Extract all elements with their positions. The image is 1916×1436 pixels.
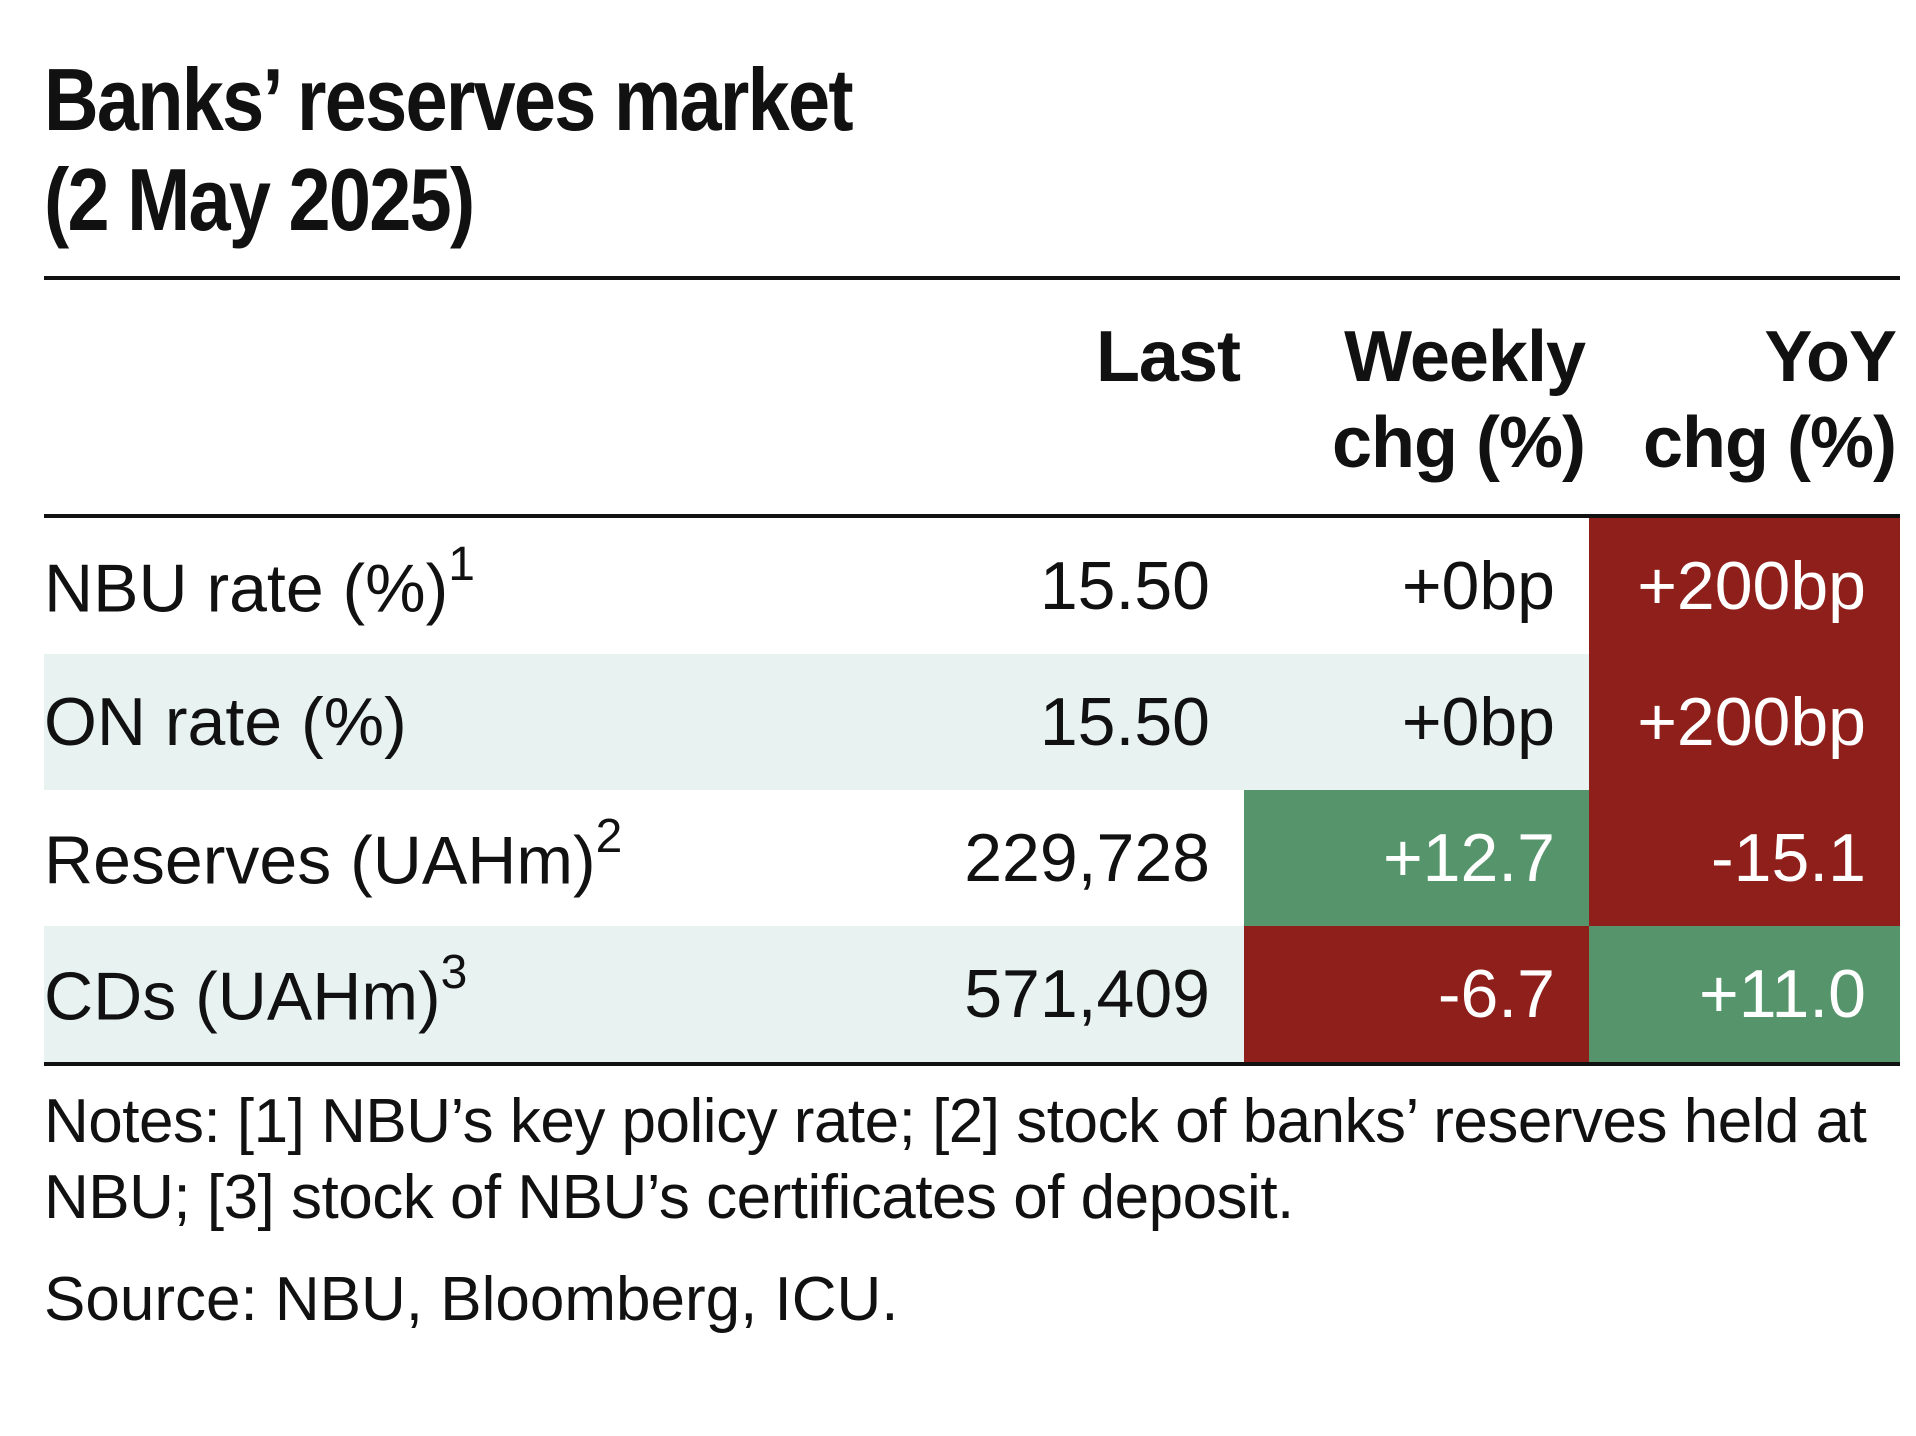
table-figure: Banks’ reserves market (2 May 2025) Last… — [44, 50, 1900, 1338]
cell-yoy: +11.0 — [1589, 926, 1900, 1062]
header-row: Last Weekly chg (%) YoY chg (%) — [44, 280, 1900, 514]
title-line-1: Banks’ reserves market — [44, 50, 854, 149]
cell-last: 229,728 — [964, 820, 1210, 896]
row-label: NBU rate (%)1 — [44, 537, 475, 627]
top-rule — [44, 276, 1900, 280]
header-weekly: Weekly chg (%) — [1332, 317, 1586, 483]
cell-yoy: -15.1 — [1589, 790, 1900, 926]
table-row-nbu-rate: NBU rate (%)1 15.50 +0bp +200bp — [44, 518, 1900, 654]
table-source: Source: NBU, Bloomberg, ICU. — [44, 1265, 899, 1334]
table-row-reserves: Reserves (UAHm)2 229,728 +12.7 -15.1 — [44, 790, 1900, 926]
table-row-cds: CDs (UAHm)3 571,409 -6.7 +11.0 — [44, 926, 1900, 1062]
figure-title: Banks’ reserves market (2 May 2025) — [44, 50, 1640, 250]
row-label: Reserves (UAHm)2 — [44, 809, 623, 899]
cell-yoy: +200bp — [1589, 518, 1900, 654]
cell-last: 15.50 — [1039, 548, 1210, 624]
cell-weekly: +12.7 — [1244, 790, 1589, 926]
cell-weekly: +0bp — [1244, 654, 1589, 790]
row-label: ON rate (%) — [44, 654, 904, 790]
table-notes: Notes: [1] NBU’s key policy rate; [2] st… — [44, 1087, 1867, 1232]
header-empty — [44, 280, 904, 514]
cell-weekly: +0bp — [1401, 548, 1555, 624]
header-yoy: YoY chg (%) — [1643, 317, 1897, 483]
cell-last: 15.50 — [904, 654, 1244, 790]
title-line-2: (2 May 2025) — [44, 150, 475, 249]
header-rule — [44, 514, 1900, 518]
row-label: CDs (UAHm)3 — [44, 926, 904, 1062]
cell-weekly: -6.7 — [1244, 926, 1589, 1062]
reserves-table: Last Weekly chg (%) YoY chg (%) NBU rate… — [44, 280, 1900, 1066]
header-last: Last — [1095, 317, 1241, 397]
table-row-on-rate: ON rate (%) 15.50 +0bp +200bp — [44, 654, 1900, 790]
cell-last: 571,409 — [904, 926, 1244, 1062]
bottom-rule — [44, 1062, 1900, 1066]
cell-yoy: +200bp — [1589, 654, 1900, 790]
